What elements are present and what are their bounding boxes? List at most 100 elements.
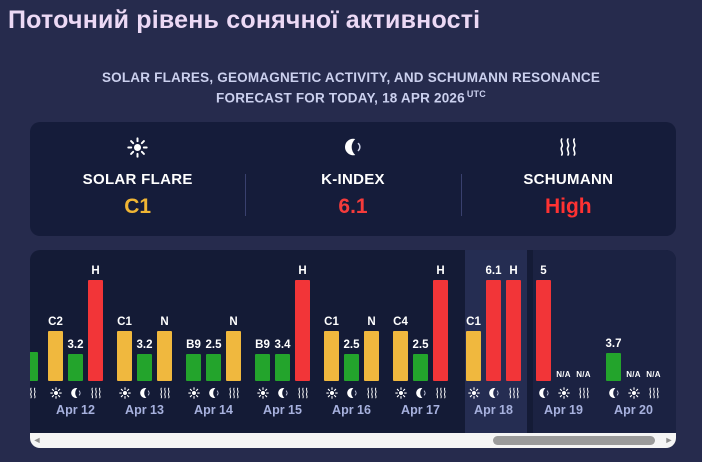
- schumann-bar: [433, 280, 448, 381]
- solar-flare-bar: [324, 331, 339, 381]
- moon-icon: [208, 388, 219, 398]
- chart-scrollbar[interactable]: ◄ ►: [30, 433, 676, 448]
- schumann-value: High: [544, 195, 592, 218]
- day-bars: 5 N/A N/A: [536, 250, 591, 381]
- schumann-value-label: N: [367, 315, 376, 328]
- indicator-divider: [460, 174, 462, 216]
- solar-flare-icon-cell: [324, 386, 339, 400]
- schumann-icon-cell: [295, 386, 310, 400]
- day-bars: [30, 250, 38, 381]
- schumann-bar: [88, 280, 103, 381]
- solar-flare-column: C1: [466, 250, 481, 381]
- indicator-solar-flare: SOLAR FLARE C1: [30, 122, 245, 236]
- solar-flare-bar: [255, 354, 270, 381]
- solar-flare-value-label: N/A: [626, 370, 641, 379]
- moon-icon: [488, 388, 499, 398]
- waves-icon: [159, 387, 170, 399]
- k-index-column: 3.4: [274, 250, 291, 381]
- solar-flare-column: N/A: [626, 250, 641, 381]
- waves-icon: [508, 387, 519, 399]
- waves-icon: [297, 387, 308, 399]
- k-index-column: 3.2: [137, 250, 153, 381]
- k-index-icon-cell: [536, 386, 551, 400]
- k-index-bar: [344, 354, 359, 381]
- k-index-column: 2.5: [205, 250, 222, 381]
- k-index-icon-cell: [606, 386, 621, 400]
- solar-flare-icon-cell: [556, 386, 571, 400]
- k-index-value-label: 3.2: [67, 338, 84, 351]
- schumann-column: N: [364, 250, 379, 381]
- k-index-value-label: 3.4: [274, 338, 291, 351]
- k-index-value-label: 6.1: [485, 264, 502, 277]
- forecast-day-apr-18: C1 6.1 H Apr 18: [466, 250, 521, 433]
- k-index-icon-cell: [344, 386, 359, 400]
- scrollbar-thumb[interactable]: [493, 436, 655, 445]
- schumann-value-label: N: [160, 315, 169, 328]
- day-date: Apr 14: [194, 403, 233, 417]
- schumann-value-label: H: [91, 264, 100, 277]
- k-index-bar: [606, 353, 621, 381]
- day-bars: C1 3.2 N: [117, 250, 172, 381]
- moon-icon: [277, 388, 288, 398]
- day-date: Apr 18: [474, 403, 513, 417]
- sun-icon: [467, 387, 480, 399]
- moon-icon: [139, 388, 150, 398]
- day-bars: C1 6.1 H: [466, 250, 521, 381]
- solar-flare-label: SOLAR FLARE: [82, 171, 193, 188]
- schumann-icon-cell: [364, 386, 379, 400]
- k-index-bar: [486, 280, 501, 381]
- day-bars: C2 3.2 H: [48, 250, 103, 381]
- forecast-day-apr-17: C4 2.5 H Apr 17: [393, 250, 448, 433]
- moon-icon: [346, 388, 357, 398]
- day-date: Apr 20: [614, 403, 653, 417]
- k-index-value-label: 2.5: [412, 338, 429, 351]
- k-index-value-label: 2.5: [205, 338, 222, 351]
- schumann-column: N: [157, 250, 172, 381]
- schumann-icon-cell: [506, 386, 521, 400]
- waves-icon: [90, 387, 101, 399]
- solar-flare-value-label: C1: [324, 315, 339, 328]
- waves-icon: [578, 387, 589, 399]
- schumann-bar: [226, 331, 241, 381]
- day-date: Apr 17: [401, 403, 440, 417]
- schumann-bar: [295, 280, 310, 381]
- k-index-value-label: 2.5: [343, 338, 360, 351]
- k-index-icon-cell: [206, 386, 221, 400]
- waves-icon: [228, 387, 239, 399]
- moon-icon: [415, 388, 426, 398]
- day-bars: B9 3.4 H: [255, 250, 310, 381]
- day-bars: C1 2.5 N: [324, 250, 379, 381]
- forecast-day-apr-19: 5 N/A N/A Apr 19: [536, 250, 591, 433]
- scroll-right-arrow[interactable]: ►: [664, 435, 674, 445]
- indicator-divider: [245, 174, 247, 216]
- k-index-value: 6.1: [338, 195, 368, 218]
- k-index-column: 6.1: [485, 250, 502, 381]
- sun-icon: [49, 387, 62, 399]
- day-icons: [255, 386, 310, 400]
- schumann-icon-cell: [646, 386, 661, 400]
- schumann-icon-cell: [226, 386, 241, 400]
- solar-flare-icon-cell: [393, 386, 408, 400]
- schumann-value-label: H: [436, 264, 445, 277]
- solar-flare-bar: [466, 331, 481, 381]
- solar-flare-column: C4: [393, 250, 408, 381]
- day-date: Apr 13: [125, 403, 164, 417]
- sun-icon: [325, 387, 338, 399]
- forecast-day-apr-16: C1 2.5 N Apr 16: [324, 250, 379, 433]
- moon-icon: [538, 388, 549, 398]
- schumann-value-label: N/A: [646, 370, 661, 379]
- k-index-icon-cell: [275, 386, 290, 400]
- sun-icon: [127, 136, 148, 158]
- solar-flare-bar: [186, 354, 201, 381]
- day-date: Apr 16: [332, 403, 371, 417]
- k-index-column: 5: [536, 250, 551, 381]
- solar-flare-bar: [117, 331, 132, 381]
- k-index-icon-cell: [68, 386, 83, 400]
- forecast-chart: C2 3.2 H Apr 12 C1 3.2 N Apr 13 B9 2.5 N Apr 14 B9 3.…: [30, 250, 676, 448]
- solar-flare-value-label: B9: [186, 338, 201, 351]
- forecast-subtitle: SOLAR FLARES, GEOMAGNETIC ACTIVITY, AND …: [0, 68, 702, 108]
- k-index-bar: [275, 354, 290, 381]
- scroll-left-arrow[interactable]: ◄: [32, 435, 42, 445]
- schumann-column: N/A: [646, 250, 661, 381]
- k-index-icon-cell: [30, 386, 38, 400]
